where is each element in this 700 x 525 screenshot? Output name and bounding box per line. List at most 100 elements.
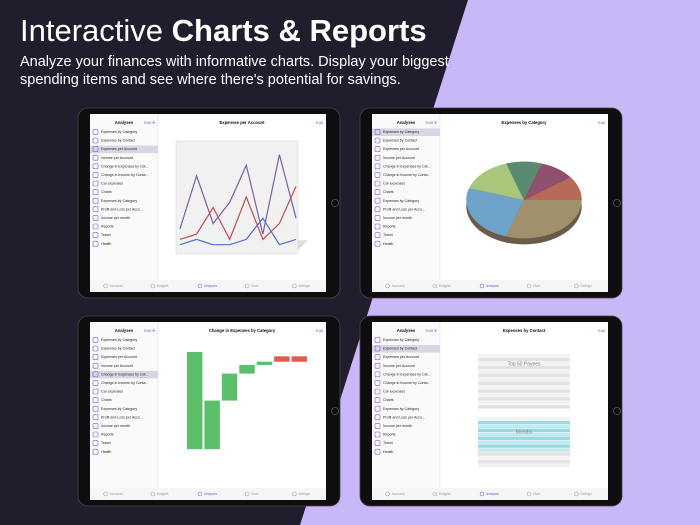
sidebar-item[interactable]: Travel	[101, 233, 111, 237]
tab-label[interactable]: Accounts	[110, 492, 124, 496]
sidebar-item[interactable]: Expenses by Contact	[101, 347, 135, 351]
sidebar-item[interactable]: Profit and Loss per Acco...	[383, 207, 425, 211]
tab-label[interactable]: Settings	[580, 284, 592, 288]
item-icon	[92, 146, 99, 152]
sidebar-item[interactable]: Expenses per Account	[383, 147, 419, 151]
sidebar-item[interactable]: Income per month	[101, 424, 130, 428]
sidebar-item[interactable]: Expenses by Category	[383, 407, 419, 411]
tab-label[interactable]: Settings	[580, 492, 592, 496]
headline: Interactive Charts & Reports	[20, 13, 427, 48]
sidebar-item[interactable]: Reports	[383, 433, 396, 437]
sidebar-item[interactable]: Expenses by Contact	[383, 139, 417, 143]
tab-label[interactable]: More	[533, 492, 540, 496]
detail-edit[interactable]: Edit	[598, 328, 606, 333]
detail-edit[interactable]: Edit	[316, 120, 324, 125]
tab-label[interactable]: More	[251, 492, 258, 496]
sidebar-item[interactable]: Expenses by Contact	[101, 139, 135, 143]
add-button[interactable]: +	[434, 329, 438, 335]
tab-label[interactable]: Analyses	[204, 284, 217, 288]
sidebar-item[interactable]: Travel	[383, 233, 393, 237]
detail-edit[interactable]: Edit	[598, 120, 606, 125]
sidebar-item[interactable]: Expenses by Contact	[383, 347, 417, 351]
sidebar-item[interactable]: Profit and Loss per Acco...	[101, 207, 143, 211]
sidebar-item[interactable]: Profit and Loss per Acco...	[101, 415, 143, 419]
tab-label[interactable]: Settings	[298, 492, 310, 496]
sidebar-item[interactable]: Charts	[383, 398, 394, 402]
sidebar-item[interactable]: Reports	[101, 433, 114, 437]
sidebar-item[interactable]: Car expenses	[101, 182, 123, 186]
tab-label[interactable]: Analyses	[486, 284, 499, 288]
item-icon	[374, 380, 381, 386]
tab-label[interactable]: Analyses	[204, 492, 217, 496]
item-icon	[374, 362, 381, 369]
table-row	[478, 381, 570, 385]
tab-label[interactable]: Budgets	[157, 284, 169, 288]
sidebar-item[interactable]: Reports	[383, 225, 396, 229]
tab-label[interactable]: Accounts	[392, 492, 406, 496]
sidebar-item[interactable]: Expenses by Category	[383, 199, 419, 203]
tab-label[interactable]: Accounts	[110, 284, 124, 288]
sidebar-item[interactable]: Change in Income by Conta...	[383, 381, 431, 385]
sidebar-item[interactable]: Charts	[101, 190, 112, 194]
sidebar-item[interactable]: Change in Income by Conta...	[101, 381, 149, 385]
sidebar-item[interactable]: Income per Account	[101, 364, 133, 368]
sidebar-item[interactable]: Income per Account	[101, 156, 133, 160]
sidebar-item[interactable]: Expenses per Account	[101, 355, 137, 359]
sidebar-item[interactable]: Income per month	[101, 216, 130, 220]
tab-label[interactable]: Budgets	[157, 492, 169, 496]
sidebar-item[interactable]: Change in Income by Conta...	[101, 173, 149, 177]
edit-button[interactable]: Edit	[426, 120, 434, 125]
sidebar-item[interactable]: Income per Account	[383, 156, 415, 160]
edit-button[interactable]: Edit	[144, 120, 152, 125]
tab-bar	[372, 280, 608, 292]
edit-button[interactable]: Edit	[426, 328, 434, 333]
sidebar-item[interactable]: Health	[101, 450, 111, 454]
sidebar-item[interactable]: Car expenses	[101, 390, 123, 394]
sidebar-item[interactable]: Income per Account	[383, 364, 415, 368]
sidebar-item[interactable]: Expenses per Account	[383, 355, 419, 359]
table-row	[478, 464, 570, 468]
tab-label[interactable]: Budgets	[439, 284, 451, 288]
sidebar-item[interactable]: Health	[383, 242, 393, 246]
tab-label[interactable]: Analyses	[486, 492, 499, 496]
sidebar-item[interactable]: Expenses by Category	[383, 130, 419, 134]
tab-label[interactable]: More	[251, 284, 258, 288]
sidebar-item[interactable]: Income per month	[383, 216, 412, 220]
tab-label[interactable]: Accounts	[392, 284, 406, 288]
add-button[interactable]: +	[434, 121, 438, 127]
sidebar-item[interactable]: Charts	[101, 398, 112, 402]
sidebar-item[interactable]: Car expenses	[383, 182, 405, 186]
sidebar-item[interactable]: Travel	[383, 441, 393, 445]
chart-wall	[175, 140, 299, 255]
sidebar-item[interactable]: Change in Income by Conta...	[383, 173, 431, 177]
chart-line	[179, 217, 297, 246]
sidebar-item[interactable]: Profit and Loss per Acco...	[383, 415, 425, 419]
edit-button[interactable]: Edit	[144, 328, 152, 333]
sidebar-item[interactable]: Expenses by Category	[101, 130, 137, 134]
sidebar-item[interactable]: Charts	[383, 190, 394, 194]
sidebar-item[interactable]: Change in Expenses by Cat...	[101, 372, 149, 376]
add-button[interactable]: +	[152, 329, 156, 335]
sidebar-item[interactable]: Expenses by Category	[101, 199, 137, 203]
sidebar-item[interactable]: Change in Expenses by Cat...	[101, 164, 149, 168]
sidebar-item[interactable]: Health	[101, 242, 111, 246]
sidebar-item[interactable]: Travel	[101, 441, 111, 445]
sidebar-item[interactable]: Income per month	[383, 424, 412, 428]
sidebar-item[interactable]: Expenses per Account	[101, 147, 137, 151]
sidebar-item[interactable]: Reports	[101, 225, 114, 229]
tab-label[interactable]: Budgets	[439, 492, 451, 496]
add-button[interactable]: +	[152, 121, 156, 127]
sidebar-item[interactable]: Car expenses	[383, 390, 405, 394]
sidebar-item[interactable]: Change in Expenses by Cat...	[383, 164, 431, 168]
sidebar-item[interactable]: Health	[383, 450, 393, 454]
sidebar-item[interactable]: Expenses by Category	[101, 338, 137, 342]
tab-label[interactable]: Settings	[298, 284, 310, 288]
table-row	[478, 432, 570, 437]
sidebar-item[interactable]: Expenses by Category	[383, 338, 419, 342]
sidebar-item[interactable]: Expenses by Category	[101, 407, 137, 411]
sidebar-item[interactable]: Change in Expenses by Cat...	[383, 372, 431, 376]
tab-label[interactable]: More	[533, 284, 540, 288]
table-row	[478, 405, 570, 409]
table-row	[478, 365, 570, 370]
detail-edit[interactable]: Edit	[316, 328, 324, 333]
